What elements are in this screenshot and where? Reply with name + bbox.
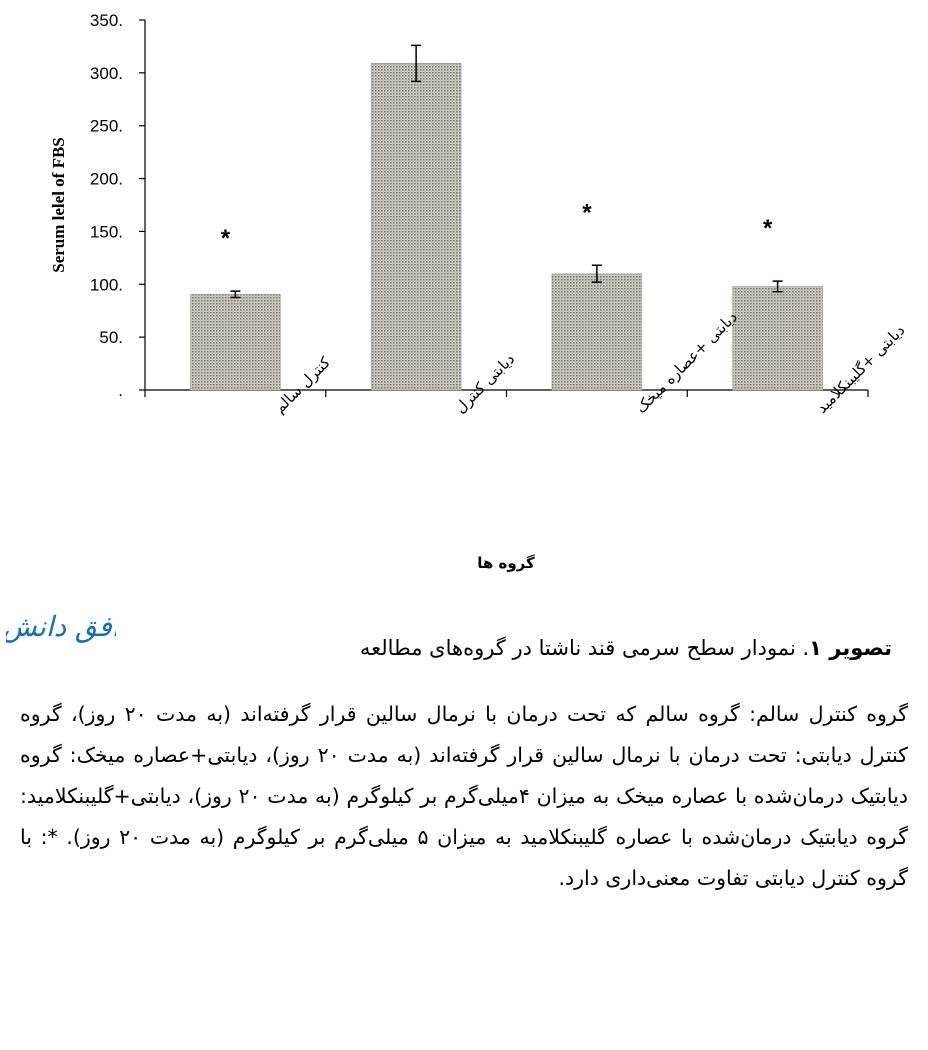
x-category-label: دیابتی +عصاره میخک: [632, 308, 741, 417]
y-tick-label: 300.: [90, 64, 123, 83]
x-category-label: دیابتی +گلیبنکلامید: [813, 321, 909, 417]
bar: [370, 63, 462, 391]
figure-caption: تصویر ۱. نمودار سطح سرمی قند ناشتا در گر…: [92, 626, 892, 670]
y-tick-label: 50.: [99, 328, 123, 347]
x-axis-label: گروه ها: [477, 554, 535, 572]
caption-text: . نمودار سطح سرمی قند ناشتا در گروه‌های …: [359, 636, 810, 660]
logo-text: افق دانش: [6, 610, 116, 643]
y-tick-label: 350.: [90, 11, 123, 30]
y-tick-label: 100.: [90, 275, 123, 294]
significance-markers: * * *: [221, 199, 773, 252]
y-axis-label: Serum lelel of FBS: [49, 137, 68, 273]
y-tick-label: 200.: [90, 170, 123, 189]
significance-star: *: [221, 225, 231, 252]
significance-star: *: [763, 215, 773, 242]
caption-label: تصویر ۱: [809, 636, 892, 660]
y-ticks: . 50. 100. 150. 200. 250. 300. 350.: [90, 11, 145, 400]
bars: [190, 63, 823, 391]
figure-note: گروه کنترل سالم: گروه سالم که تحت درمان …: [20, 702, 909, 890]
bar: [551, 273, 643, 391]
y-tick-label: .: [118, 381, 123, 400]
y-tick-label: 250.: [90, 117, 123, 136]
error-bars: [230, 44, 783, 299]
y-tick-label: 150.: [90, 222, 123, 241]
bar: [732, 286, 823, 391]
significance-star: *: [582, 199, 592, 226]
fbs-bar-chart: .50.100.150.200.250.300.350. *** کنترل س…: [49, 11, 909, 572]
journal-logo: افق دانش: [2, 596, 122, 656]
bar: [190, 294, 281, 391]
